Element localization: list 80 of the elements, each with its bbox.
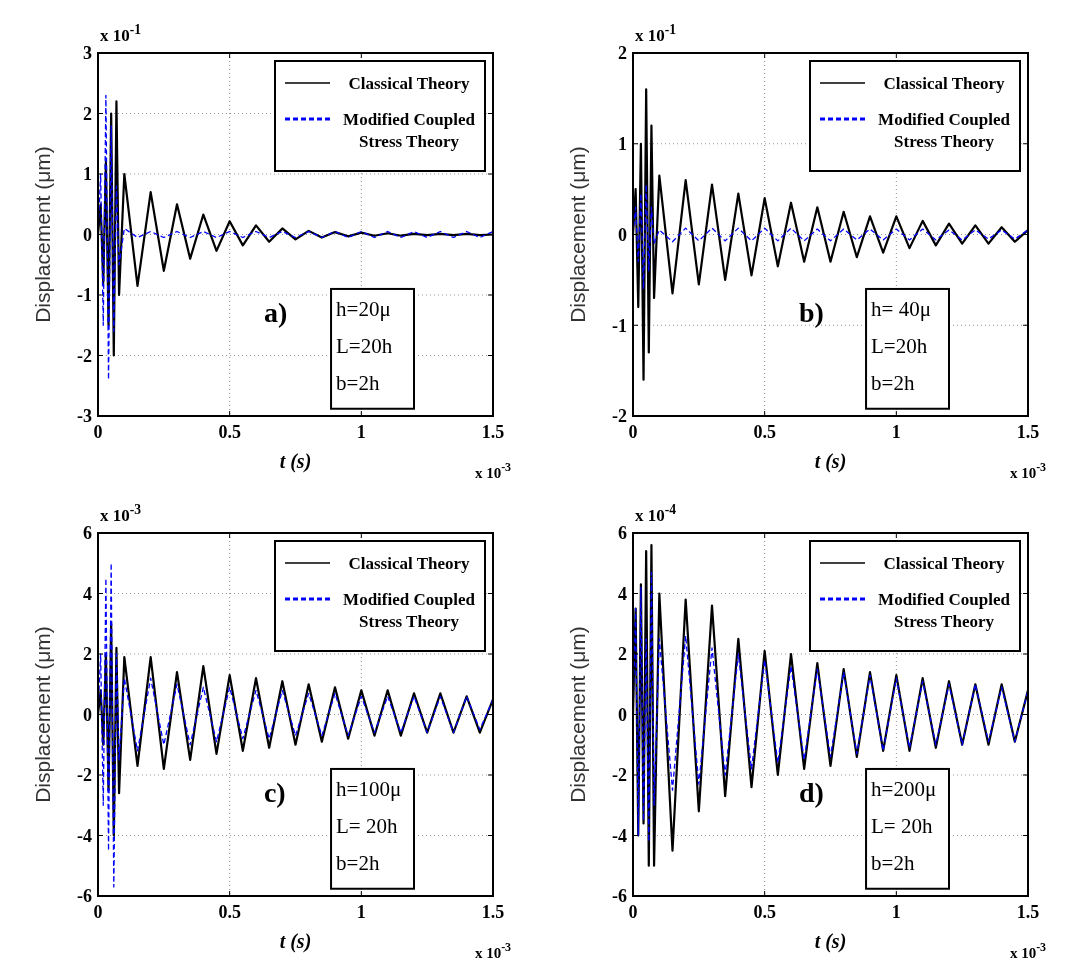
x-tick-label: 1.5 <box>481 422 505 442</box>
annotation: L= 20h <box>336 813 398 838</box>
x-axis-title: t (s) <box>279 450 312 473</box>
x-tick-label: 1 <box>891 422 901 442</box>
annotation: a) <box>263 296 288 328</box>
y-axis-title: Displacement (μm) <box>31 146 54 323</box>
y-tick-label: 4 <box>618 583 627 604</box>
annotation: b=2h <box>871 370 915 395</box>
x-tick-label: 1.5 <box>1016 422 1040 442</box>
annotation: c) <box>263 776 286 808</box>
text: x 10$^{-4}$ <box>635 501 677 525</box>
annotation: L= 20h <box>871 813 933 838</box>
annotation: L=20h <box>336 333 393 358</box>
x-axis-title: t (s) <box>279 930 312 953</box>
x-tick-label: 0.5 <box>218 422 241 442</box>
y-tick-label: -2 <box>612 406 627 427</box>
annotation: b=2h <box>871 850 915 875</box>
y-axis-title: Displacement (μm) <box>31 626 54 803</box>
x-tick-label: 1 <box>356 422 366 442</box>
y-tick-label: 3 <box>83 43 92 64</box>
annotation: b=2h <box>336 370 380 395</box>
x-tick-label: 1 <box>356 902 366 922</box>
y-tick-label: 0 <box>83 224 92 245</box>
annotation: d) <box>798 776 824 808</box>
legend-label: Modified Coupled Stress Theory <box>343 589 476 631</box>
y-tick-label: -6 <box>77 886 92 907</box>
annotation: L=20h <box>871 333 928 358</box>
y-tick-label: -6 <box>612 886 627 907</box>
x-tick-label: 1.5 <box>1016 902 1040 922</box>
x-tick-label: 1.5 <box>481 902 505 922</box>
x-tick-label: 0.5 <box>753 422 776 442</box>
x-axis-title: t (s) <box>814 450 847 473</box>
y-tick-label: 6 <box>83 523 92 544</box>
y-tick-label: -2 <box>77 345 92 366</box>
y-tick-label: 0 <box>618 224 627 245</box>
y-tick-label: 0 <box>618 704 627 725</box>
y-tick-label: -1 <box>77 285 92 306</box>
y-tick-label: 2 <box>618 43 627 64</box>
text: x 10$^{-1}$ <box>635 21 677 45</box>
legend-label: Classical Theory <box>348 73 471 93</box>
legend-label: Classical Theory <box>883 553 1006 573</box>
y-tick-label: -4 <box>612 825 627 846</box>
text: x 10$^{-3}$ <box>1009 940 1047 961</box>
legend-label: Modified Coupled Stress Theory <box>878 589 1011 631</box>
annotation: h=200μ <box>871 776 937 801</box>
x-tick-label: 0.5 <box>753 902 776 922</box>
annotation: h=100μ <box>336 776 402 801</box>
annotation: h=20μ <box>336 296 391 321</box>
text: x 10$^{-3}$ <box>474 460 512 481</box>
y-tick-label: 2 <box>83 103 92 124</box>
annotation: b) <box>798 296 824 328</box>
text: x 10$^{-3}$ <box>474 940 512 961</box>
y-tick-label: -3 <box>77 406 92 427</box>
y-tick-label: -2 <box>612 765 627 786</box>
y-tick-label: 1 <box>618 134 627 155</box>
legend-label: Classical Theory <box>883 73 1006 93</box>
y-tick-label: -2 <box>77 765 92 786</box>
text: x 10$^{-1}$ <box>100 21 142 45</box>
legend-label: Modified Coupled Stress Theory <box>343 109 476 151</box>
y-tick-label: 0 <box>83 704 92 725</box>
y-tick-label: 6 <box>618 523 627 544</box>
legend-label: Classical Theory <box>348 553 471 573</box>
x-tick-label: 0.5 <box>218 902 241 922</box>
text: x 10$^{-3}$ <box>100 501 142 525</box>
y-tick-label: -4 <box>77 825 92 846</box>
y-tick-label: 2 <box>618 644 627 665</box>
y-tick-label: 2 <box>83 644 92 665</box>
x-axis-title: t (s) <box>814 930 847 953</box>
text: x 10$^{-3}$ <box>1009 460 1047 481</box>
annotation: h= 40μ <box>871 296 931 321</box>
annotation: b=2h <box>336 850 380 875</box>
y-tick-label: 1 <box>83 164 92 185</box>
y-axis-title: Displacement (μm) <box>566 626 589 803</box>
line-series <box>633 183 1028 290</box>
y-tick-label: 4 <box>83 583 92 604</box>
line-series <box>633 571 1028 843</box>
y-tick-label: -1 <box>612 315 627 336</box>
y-axis-title: Displacement (μm) <box>566 146 589 323</box>
x-tick-label: 1 <box>891 902 901 922</box>
legend-label: Modified Coupled Stress Theory <box>878 109 1011 151</box>
